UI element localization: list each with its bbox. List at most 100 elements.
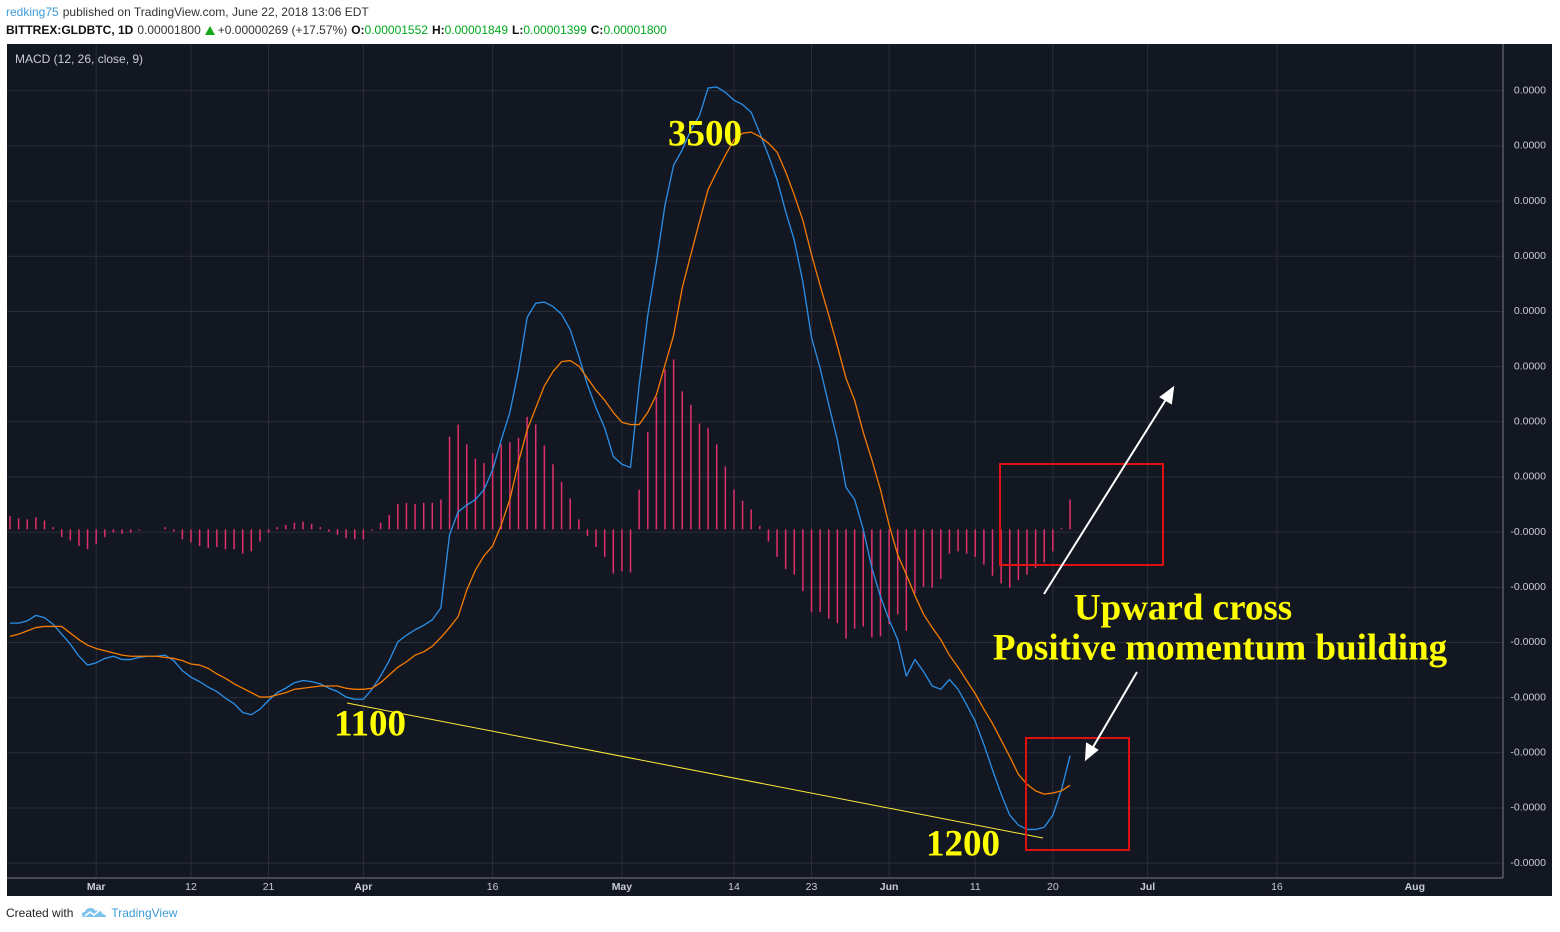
histogram-bar xyxy=(819,529,821,613)
histogram-bar xyxy=(362,529,365,540)
annotation: Upward cross xyxy=(1074,587,1292,628)
histogram-bar xyxy=(276,527,278,530)
ohlc-value: 0.00001800 xyxy=(603,23,667,37)
histogram-bar xyxy=(121,529,123,534)
histogram-bar xyxy=(440,499,442,530)
histogram-bar xyxy=(1026,529,1028,575)
histogram-bar xyxy=(871,529,873,638)
histogram-bar xyxy=(379,522,382,530)
histogram-bar xyxy=(776,529,778,557)
histogram-bar xyxy=(991,529,994,576)
up-icon xyxy=(204,25,215,35)
histogram-bar xyxy=(672,359,675,530)
arrows xyxy=(1043,385,1175,762)
histogram-bar xyxy=(914,529,916,594)
histogram-bar xyxy=(741,500,744,530)
histogram-bar xyxy=(405,502,408,530)
logo xyxy=(82,908,107,917)
y-tick-label: 0.0000 xyxy=(1514,416,1546,428)
x-tick-label: Mar xyxy=(87,881,106,893)
y-tick-label: -0.0000 xyxy=(1510,636,1546,648)
histogram-bar xyxy=(698,423,701,530)
histogram-bar xyxy=(86,529,89,550)
histogram-bar xyxy=(707,427,709,530)
arrow xyxy=(1043,392,1171,595)
histogram-bar xyxy=(1069,499,1071,530)
histogram-bar xyxy=(810,529,813,613)
histogram-bar xyxy=(336,529,339,535)
histogram-bar xyxy=(129,529,132,533)
y-tick-label: 0.0000 xyxy=(1514,250,1546,262)
histogram-bar xyxy=(888,529,890,625)
histogram-bar xyxy=(534,424,537,530)
histogram-bar xyxy=(690,404,692,530)
histogram-bar xyxy=(285,524,287,530)
histogram-bar xyxy=(241,529,244,554)
arrow-head xyxy=(1084,742,1099,762)
arrow xyxy=(1088,671,1138,755)
y-tick-label: 0.0000 xyxy=(1514,360,1546,372)
annotation: 1200 xyxy=(926,823,1000,864)
x-tick-label: 21 xyxy=(263,881,275,893)
y-tick-label: -0.0000 xyxy=(1510,526,1546,538)
histogram-bar xyxy=(767,529,770,542)
histogram-bar xyxy=(233,529,235,550)
histogram-bar xyxy=(69,529,72,541)
histogram-bar xyxy=(112,529,115,533)
histogram-bar xyxy=(414,503,416,530)
histogram-bar xyxy=(60,529,63,538)
histogram-bar xyxy=(948,529,951,554)
histogram-bar xyxy=(1034,529,1037,568)
histogram-bar xyxy=(974,529,977,557)
ohlc-label: O: xyxy=(351,23,365,37)
header-line: redking75 published on TradingView.com, … xyxy=(6,3,667,21)
symbol-line: BITTREX:GLDBTC, 1D 0.00001800 +0.0000026… xyxy=(6,21,667,39)
ohlc-label: C: xyxy=(590,23,604,37)
arrow-head xyxy=(1159,385,1175,405)
logo-line xyxy=(84,909,101,917)
histogram-bar xyxy=(500,444,503,530)
histogram-bar xyxy=(578,519,580,530)
x-tick-label: Jul xyxy=(1140,881,1155,893)
histogram-bar xyxy=(560,481,563,530)
histogram-bar xyxy=(138,529,141,531)
histogram-bar xyxy=(621,529,623,572)
author-link[interactable]: redking75 xyxy=(6,5,59,19)
histogram-bar xyxy=(603,529,606,557)
histogram-bar xyxy=(483,463,485,530)
histogram-bar xyxy=(715,444,718,530)
histogram-bar xyxy=(836,529,839,624)
histogram-bar xyxy=(905,529,908,631)
histogram-bar xyxy=(612,529,615,574)
ohlc-value: 0.00001552 xyxy=(364,23,428,37)
histogram-bar xyxy=(526,416,528,530)
y-tick-label: 0.0000 xyxy=(1514,85,1546,97)
histogram-bar xyxy=(931,529,933,588)
histogram-bar xyxy=(293,522,296,530)
histogram-bar xyxy=(319,527,322,530)
histogram-bar xyxy=(1000,529,1002,584)
x-tick-label: 16 xyxy=(487,881,499,893)
histogram-bar xyxy=(879,529,882,637)
x-tick-label: 20 xyxy=(1047,881,1059,893)
histogram-bar xyxy=(17,518,20,530)
histogram-bar xyxy=(802,529,804,592)
last-price: 0.00001800 xyxy=(137,23,201,37)
histogram-bar xyxy=(862,529,864,627)
histogram-bar xyxy=(681,391,683,530)
histogram-bar xyxy=(724,466,727,530)
histogram-bar xyxy=(78,529,80,546)
brand-link[interactable]: TradingView xyxy=(111,906,178,920)
histogram-bar xyxy=(345,529,347,539)
x-tick-label: 14 xyxy=(728,881,740,893)
histogram-bar xyxy=(983,529,985,565)
histogram-bar xyxy=(388,515,390,530)
histogram-bar xyxy=(26,519,28,530)
histogram-bar xyxy=(35,517,37,530)
histogram-bar xyxy=(267,529,270,533)
y-tick-label: 0.0000 xyxy=(1514,471,1546,483)
trend-line xyxy=(346,702,1044,839)
histogram-bar xyxy=(828,529,830,619)
annotation: 3500 xyxy=(668,113,742,154)
